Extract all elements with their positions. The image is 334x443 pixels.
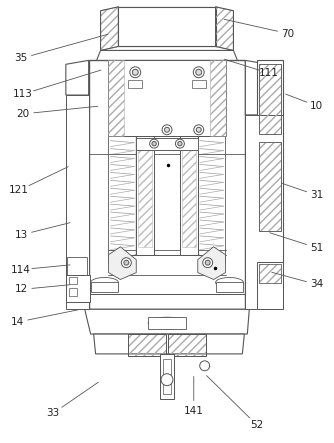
Bar [259,264,281,284]
Text: 10: 10 [310,101,323,111]
Bar [148,317,186,329]
Bar [182,144,196,247]
Text: 35: 35 [15,53,28,63]
Bar [66,275,90,302]
Bar [119,7,215,47]
Bar [128,80,142,88]
Text: 12: 12 [15,284,28,295]
Polygon shape [245,60,283,115]
Circle shape [150,139,159,148]
Text: 33: 33 [46,408,59,418]
Text: 34: 34 [310,280,323,289]
Bar [67,256,87,296]
Text: 13: 13 [15,230,28,240]
Circle shape [194,125,204,135]
Text: 70: 70 [282,29,295,39]
Circle shape [130,67,141,78]
Circle shape [196,127,201,132]
Polygon shape [66,95,89,309]
Bar [210,60,225,136]
Bar [259,264,281,284]
Bar [160,354,174,399]
Circle shape [161,374,173,385]
Text: 113: 113 [13,89,33,99]
Text: 31: 31 [310,190,323,200]
Circle shape [132,69,138,75]
Text: 51: 51 [310,243,323,253]
Bar [138,144,152,247]
Circle shape [152,141,156,146]
Bar [69,288,77,296]
Bar [259,142,281,231]
Bar [163,359,171,393]
Bar [136,138,198,150]
Bar [168,334,206,356]
Bar [259,64,281,134]
Polygon shape [85,309,249,334]
Bar [128,334,166,356]
Bar [128,334,166,356]
Polygon shape [66,60,89,95]
Bar [259,142,281,231]
Circle shape [200,361,210,371]
Text: 14: 14 [11,317,24,327]
Bar [257,262,283,309]
Bar [136,136,154,255]
Polygon shape [198,136,225,263]
Text: 111: 111 [259,68,279,78]
Bar [69,276,77,284]
Circle shape [121,258,131,268]
Bar [168,334,206,356]
Circle shape [175,139,184,148]
Polygon shape [198,247,225,280]
Circle shape [162,125,172,135]
Circle shape [205,260,210,265]
Circle shape [203,258,213,268]
Bar [109,60,124,136]
Bar [192,80,206,88]
Polygon shape [94,334,244,354]
Circle shape [193,67,204,78]
Bar [257,60,283,262]
Bar [91,283,119,292]
Circle shape [165,127,169,132]
Text: 52: 52 [250,420,264,430]
Circle shape [124,260,129,265]
Polygon shape [245,115,283,309]
Circle shape [178,141,182,146]
Bar [136,138,198,150]
Bar [109,60,225,136]
Circle shape [196,69,202,75]
Polygon shape [109,247,136,280]
Bar [259,64,281,134]
Polygon shape [109,136,136,263]
Text: 20: 20 [17,109,30,119]
Text: 141: 141 [184,406,204,416]
Bar [180,136,198,255]
Text: 121: 121 [9,185,29,195]
Bar [215,283,243,292]
Polygon shape [97,51,237,60]
Text: 114: 114 [11,264,31,275]
Bar [89,60,245,309]
